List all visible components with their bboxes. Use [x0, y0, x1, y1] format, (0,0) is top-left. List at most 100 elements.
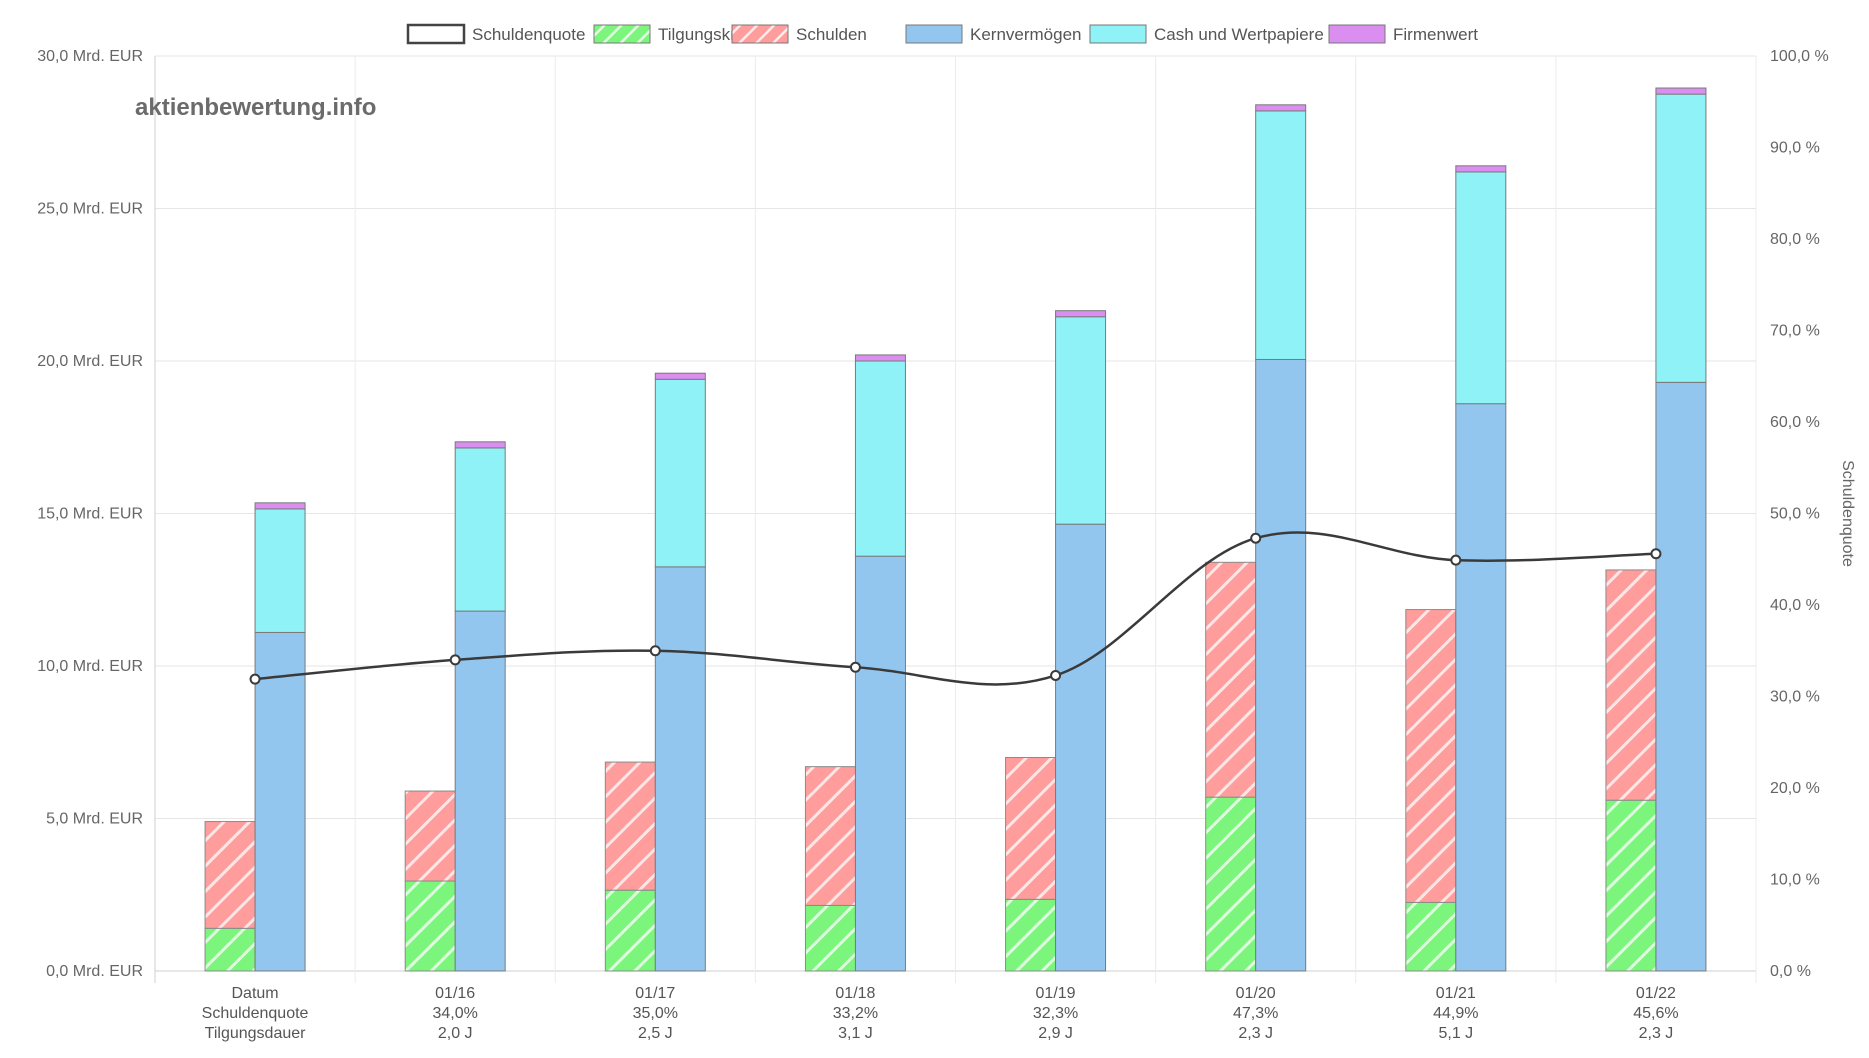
y-left-tick-label: 30,0 Mrd. EUR — [37, 48, 143, 65]
legend-swatch[interactable] — [1089, 24, 1147, 44]
x-category-sublabel: 2,9 J — [1038, 1025, 1073, 1042]
x-category-sublabel: 33,2% — [833, 1005, 878, 1022]
bar-tilgungskraft — [1405, 901, 1457, 972]
legend-swatch[interactable] — [406, 23, 466, 45]
bar-cash-und-wertpapiere — [1055, 316, 1107, 525]
schuldenquote-point — [1450, 554, 1462, 566]
bar-tilgungskraft — [604, 889, 656, 972]
bar-cash-und-wertpapiere — [854, 360, 906, 557]
axes: 0,0 Mrd. EUR 5,0 Mrd. EUR 10,0 Mrd. EUR 15,… — [37, 48, 1856, 1042]
y-left-tick-label: 5,0 Mrd. EUR — [46, 811, 143, 828]
schuldenquote-point — [1050, 669, 1062, 681]
bar-kernvermoegen — [1655, 381, 1707, 972]
bar-schulden — [204, 821, 256, 929]
x-category-sublabel: 2,3 J — [1238, 1025, 1273, 1042]
bar-firmenwert — [454, 441, 506, 449]
y-right-tick-label: 60,0 % — [1770, 414, 1820, 431]
schuldenquote-point — [449, 654, 461, 666]
bar-firmenwert — [654, 372, 706, 380]
bar-cash-und-wertpapiere — [1655, 93, 1707, 383]
x-category-sublabel: 34,0% — [433, 1005, 478, 1022]
bar-tilgungskraft — [1205, 796, 1257, 972]
bar-kernvermoegen — [1255, 358, 1307, 972]
schuldenquote-line-path — [254, 531, 1656, 686]
y-left-tick-label: 0,0 Mrd. EUR — [46, 963, 143, 980]
x-category-sublabel: 32,3% — [1033, 1005, 1078, 1022]
y-right-tick-label: 80,0 % — [1770, 231, 1820, 248]
legend-swatch[interactable] — [593, 24, 651, 44]
bar-kernvermoegen — [254, 631, 306, 972]
bar-firmenwert — [254, 502, 306, 510]
bars — [204, 87, 1707, 972]
bar-schulden — [1605, 569, 1657, 801]
bar-schulden — [1005, 757, 1057, 900]
x-category-label: 01/16 — [435, 985, 475, 1002]
legend-swatch[interactable] — [1328, 24, 1386, 44]
bar-schulden — [404, 790, 456, 882]
x-category-label: 01/17 — [635, 985, 675, 1002]
y-right-tick-label: 90,0 % — [1770, 140, 1820, 157]
bar-tilgungskraft — [1605, 799, 1657, 972]
bar-tilgungskraft — [804, 904, 856, 972]
y-right-tick-label: 20,0 % — [1770, 780, 1820, 797]
x-category-sublabel: Schuldenquote — [202, 1005, 309, 1022]
bar-schulden — [804, 766, 856, 906]
y-right-tick-label: 0,0 % — [1770, 963, 1811, 980]
bar-schulden — [1405, 609, 1457, 903]
x-category-sublabel: 2,3 J — [1639, 1025, 1674, 1042]
x-category-sublabel: 3,1 J — [838, 1025, 873, 1042]
bar-firmenwert — [1655, 87, 1707, 95]
bar-cash-und-wertpapiere — [1255, 110, 1307, 360]
bar-cash-und-wertpapiere — [254, 508, 306, 633]
bar-kernvermoegen — [854, 555, 906, 972]
x-category-sublabel: 44,9% — [1433, 1005, 1478, 1022]
schuldenquote-point — [249, 673, 261, 685]
bar-kernvermoegen — [1055, 523, 1107, 972]
bar-cash-und-wertpapiere — [1455, 171, 1507, 405]
schuldenquote-point — [649, 645, 661, 657]
y-right-tick-label: 70,0 % — [1770, 323, 1820, 340]
x-category-label: 01/18 — [835, 985, 875, 1002]
schuldenquote-line — [249, 531, 1662, 686]
bar-tilgungskraft — [404, 880, 456, 972]
y-left-tick-label: 10,0 Mrd. EUR — [37, 658, 143, 675]
bar-firmenwert — [1055, 310, 1107, 318]
y-left-tick-label: 15,0 Mrd. EUR — [37, 506, 143, 523]
legend-label[interactable]: Schuldenquote — [472, 25, 585, 44]
bar-kernvermoegen — [654, 566, 706, 972]
legend-label[interactable]: Firmenwert — [1393, 25, 1478, 44]
bar-firmenwert — [1255, 104, 1307, 112]
x-category-label: 01/22 — [1636, 985, 1676, 1002]
bar-cash-und-wertpapiere — [454, 447, 506, 612]
bar-kernvermoegen — [1455, 403, 1507, 972]
y-right-tick-label: 100,0 % — [1770, 48, 1829, 65]
bar-kernvermoegen — [454, 610, 506, 972]
legend-swatch[interactable] — [731, 24, 789, 44]
x-category-label: 01/20 — [1236, 985, 1276, 1002]
x-category-sublabel: 2,5 J — [638, 1025, 673, 1042]
schuldenquote-point — [849, 661, 861, 673]
x-category-sublabel: 5,1 J — [1438, 1025, 1473, 1042]
x-category-label: Datum — [232, 985, 279, 1002]
legend-label[interactable]: Kernvermögen — [970, 25, 1082, 44]
x-category-label: 01/19 — [1036, 985, 1076, 1002]
x-category-sublabel: 45,6% — [1633, 1005, 1678, 1022]
legend-label[interactable]: Cash und Wertpapiere — [1154, 25, 1324, 44]
legend[interactable]: Schuldenquote Tilgungskraft Schulden Kernve… — [406, 23, 1478, 45]
y-right-axis-title: Schuldenquote — [1839, 460, 1856, 567]
schuldenquote-point — [1650, 548, 1662, 560]
bar-tilgungskraft — [204, 927, 256, 972]
legend-label[interactable]: Tilgungskraft — [658, 25, 755, 44]
y-right-tick-label: 40,0 % — [1770, 597, 1820, 614]
bar-tilgungskraft — [1005, 898, 1057, 972]
y-right-tick-label: 10,0 % — [1770, 872, 1820, 889]
x-category-label: 01/21 — [1436, 985, 1476, 1002]
x-category-sublabel: Tilgungsdauer — [205, 1025, 306, 1042]
bar-firmenwert — [854, 354, 906, 362]
x-category-sublabel: 47,3% — [1233, 1005, 1278, 1022]
legend-swatch[interactable] — [905, 24, 963, 44]
bar-schulden — [604, 761, 656, 891]
legend-label[interactable]: Schulden — [796, 25, 867, 44]
